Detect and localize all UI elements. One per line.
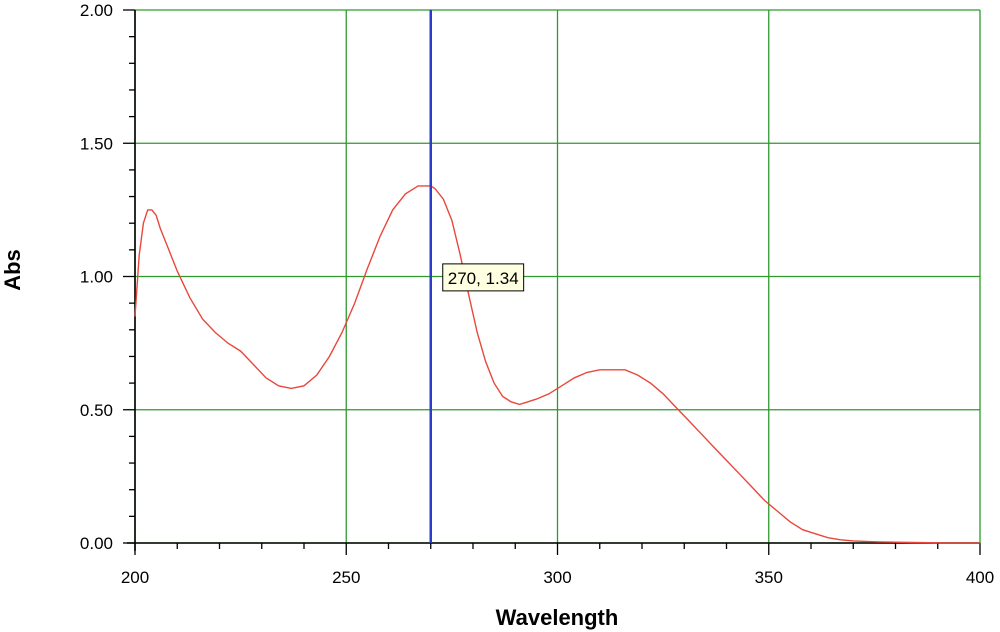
- x-tick-label-4: 400: [966, 568, 994, 587]
- x-tick-label-2: 300: [543, 568, 571, 587]
- y-tick-label-1: 0.50: [80, 401, 113, 420]
- annotation-layer: 270, 1.34: [442, 263, 525, 292]
- y-tick-label-0: 0.00: [80, 534, 113, 553]
- y-tick-label-3: 1.50: [80, 134, 113, 153]
- grid: [134, 9, 981, 544]
- x-tick-label-0: 200: [121, 568, 149, 587]
- callout-text-0: 270, 1.34: [448, 269, 519, 288]
- callout-0: 270, 1.34: [442, 263, 525, 292]
- y-tick-label-4: 2.00: [80, 1, 113, 20]
- y-axis-title: Abs: [0, 249, 25, 291]
- y-tick-label-2: 1.00: [80, 268, 113, 287]
- x-tick-label-3: 350: [755, 568, 783, 587]
- axes: 200 250 300 350 400 0.00 0.50 1.00 1.50 2.00: [80, 1, 994, 587]
- spectrum-line-0: [134, 185, 980, 544]
- callout-box-0: [442, 263, 525, 292]
- x-tick-label-1: 250: [332, 568, 360, 587]
- series-layer: [134, 185, 980, 544]
- x-axis-title: Wavelength: [496, 605, 619, 630]
